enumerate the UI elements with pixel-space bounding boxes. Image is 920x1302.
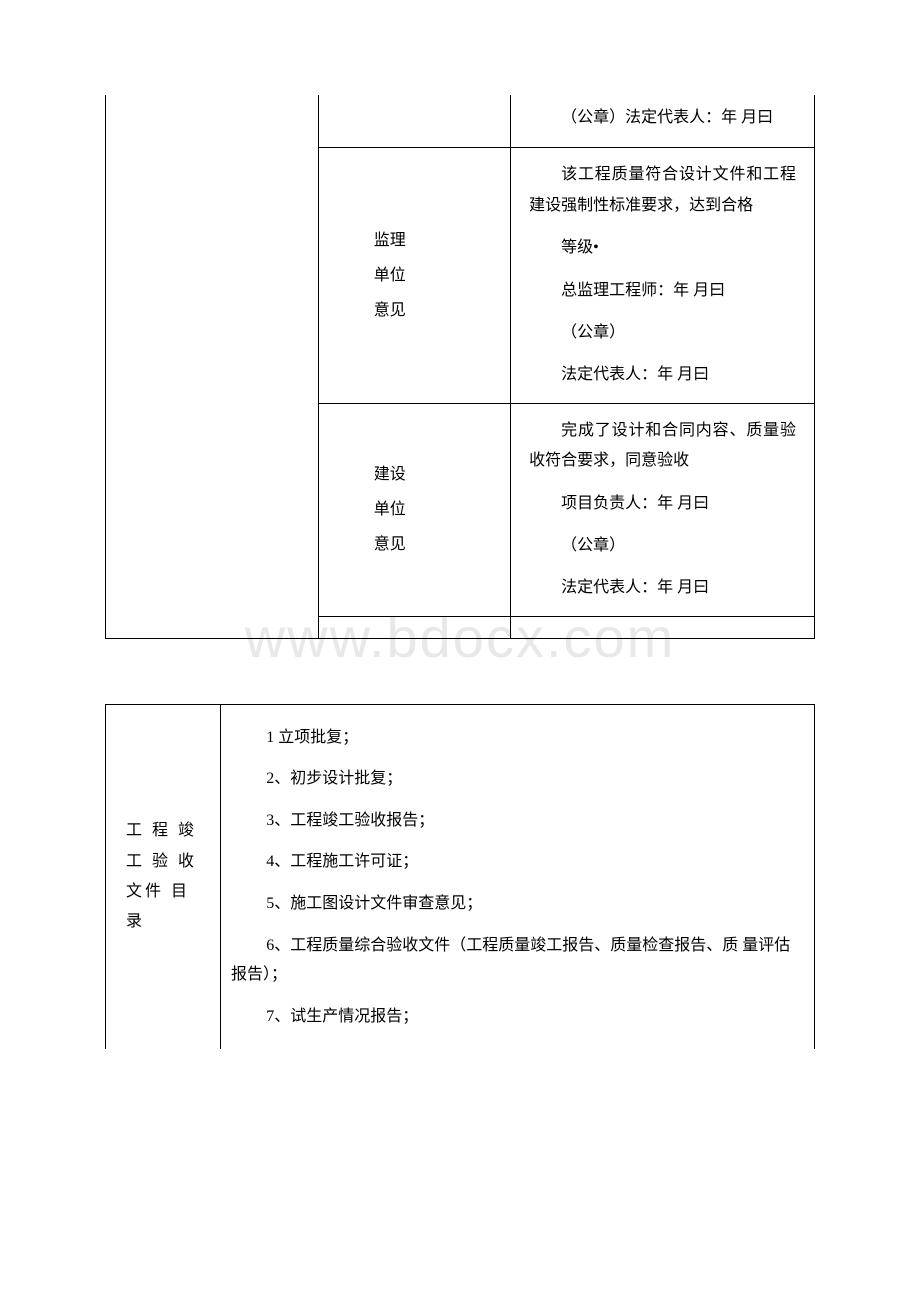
list-item: 3、工程竣工验收报告；	[231, 806, 794, 836]
documents-catalog-label: 工 程 竣工 验 收 文件 目 录	[106, 704, 221, 1049]
paragraph-text: 法定代表人：年 月曰	[529, 360, 796, 390]
empty-cell	[318, 616, 510, 638]
paragraph-text: （公章）法定代表人：年 月曰	[529, 103, 796, 133]
empty-cell	[511, 616, 815, 638]
label-line: 意见	[374, 293, 492, 328]
supervision-unit-label: 监理 单位 意见	[318, 148, 510, 403]
list-item: 7、试生产情况报告；	[231, 1002, 794, 1032]
paragraph-text: 法定代表人：年 月曰	[529, 573, 796, 603]
table-row: （公章）法定代表人：年 月曰	[106, 95, 815, 148]
paragraph-text: 等级•	[529, 233, 796, 263]
paragraph-text: 总监理工程师：年 月曰	[529, 276, 796, 306]
empty-left-column	[106, 95, 319, 638]
list-item: 4、工程施工许可证；	[231, 847, 794, 877]
label-line: 单位	[374, 492, 492, 527]
list-item: 6、工程质量综合验收文件（工程质量竣工报告、质量检查报告、质 量评估报告）；	[231, 931, 794, 990]
label-line: 建设	[374, 457, 492, 492]
label-line: 单位	[374, 258, 492, 293]
acceptance-documents-table: 工 程 竣工 验 收 文件 目 录 1 立项批复； 2、初步设计批复； 3、工程…	[105, 704, 815, 1050]
paragraph-text: 项目负责人：年 月曰	[529, 489, 796, 519]
supervision-opinion-content: 该工程质量符合设计文件和工程建设强制性标准要求，达到合格 等级• 总监理工程师：…	[511, 148, 815, 403]
label-line: 意见	[374, 527, 492, 562]
opinion-content-cell: （公章）法定代表人：年 月曰	[511, 95, 815, 148]
construction-unit-label: 建设 单位 意见	[318, 403, 510, 616]
table-row: 工 程 竣工 验 收 文件 目 录 1 立项批复； 2、初步设计批复； 3、工程…	[106, 704, 815, 1049]
list-item: 1 立项批复；	[231, 723, 794, 753]
paragraph-text: （公章）	[529, 318, 796, 348]
paragraph-text: 该工程质量符合设计文件和工程建设强制性标准要求，达到合格	[529, 160, 796, 221]
list-item: 2、初步设计批复；	[231, 764, 794, 794]
construction-opinion-content: 完成了设计和合同内容、质量验收符合要求，同意验收 项目负责人：年 月曰 （公章）…	[511, 403, 815, 616]
acceptance-opinions-table: （公章）法定代表人：年 月曰 监理 单位 意见 该工程质量符合设计文件和工程建设…	[105, 95, 815, 639]
paragraph-text: （公章）	[529, 531, 796, 561]
documents-list-cell: 1 立项批复； 2、初步设计批复； 3、工程竣工验收报告； 4、工程施工许可证；…	[221, 704, 815, 1049]
label-line: 监理	[374, 223, 492, 258]
paragraph-text: 完成了设计和合同内容、质量验收符合要求，同意验收	[529, 416, 796, 477]
list-item: 5、施工图设计文件审查意见；	[231, 889, 794, 919]
opinion-label-cell	[318, 95, 510, 148]
